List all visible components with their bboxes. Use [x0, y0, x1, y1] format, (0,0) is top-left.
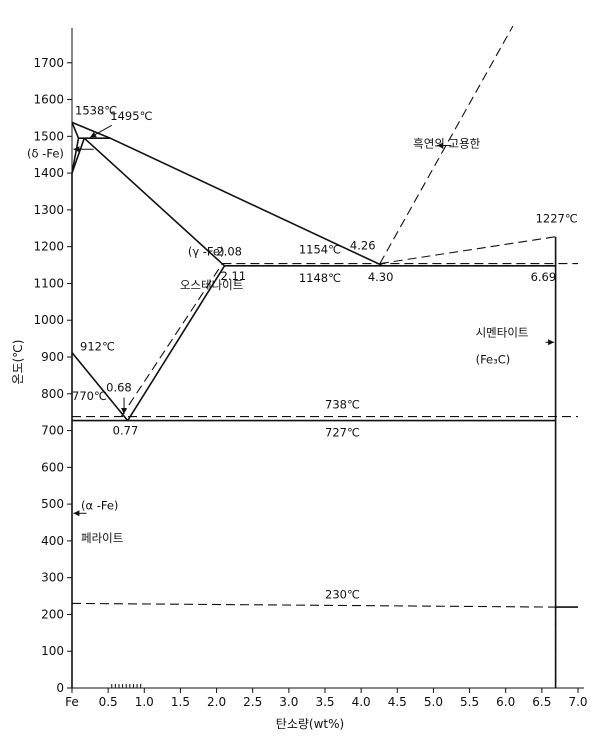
annotation-label: 페라이트: [81, 531, 123, 545]
annotation-label: 4.26: [350, 239, 376, 253]
x-tick-label: Fe: [65, 695, 79, 709]
y-tick-label: 700: [41, 424, 64, 438]
x-tick-label: 4.0: [352, 695, 371, 709]
annotation-label: 1495℃: [110, 109, 152, 123]
phase-boundary-line: [71, 122, 80, 139]
annotation-label: 230℃: [325, 587, 360, 601]
x-tick-label: 5.5: [460, 695, 479, 709]
annotation-label: (Fe₃C): [476, 352, 511, 366]
phase-boundary-line: [127, 265, 226, 422]
annotation-label: 4.30: [368, 270, 394, 284]
annotation-label: 6.69: [531, 270, 557, 284]
annotation-label: 1538℃: [75, 103, 117, 117]
annotation-label: 912℃: [80, 340, 115, 354]
annotation-label: 1227℃: [536, 212, 578, 226]
phase-boundary-line: [379, 25, 514, 264]
y-tick-label: 0: [56, 681, 64, 695]
y-tick-label: 1400: [33, 166, 64, 180]
y-tick-label: 500: [41, 497, 64, 511]
annotation-label: (γ -Fe): [188, 245, 225, 259]
y-axis-title: 온도(℃): [11, 340, 25, 385]
x-tick-label: 1.0: [135, 695, 154, 709]
x-tick-label: 7.0: [568, 695, 587, 709]
phase-boundary-line: [83, 137, 226, 267]
x-tick-label: 2.0: [207, 695, 226, 709]
arrow-head: [90, 131, 97, 138]
x-tick-label: 4.5: [388, 695, 407, 709]
annotation-label: 770℃: [72, 389, 107, 403]
phase-boundary-line: [71, 602, 556, 608]
arrow-head: [73, 146, 80, 153]
annotation-label: 흑연의 고용한: [413, 136, 481, 150]
y-tick-label: 900: [41, 350, 64, 364]
annotation-label: 0.77: [113, 424, 139, 438]
arrow-head: [437, 142, 443, 149]
annotation-label: (δ -Fe): [27, 146, 64, 160]
annotation-label: 727℃: [325, 426, 360, 440]
annotation-label: (α -Fe): [81, 498, 118, 512]
y-tick-label: 1500: [33, 129, 64, 143]
x-tick-label: 5.0: [424, 695, 443, 709]
phase-boundary-line: [379, 236, 556, 265]
annotation-label: 2.11: [221, 269, 247, 283]
x-tick-label: 1.5: [171, 695, 190, 709]
phase-lines-group: [71, 25, 578, 688]
x-tick-label: 3.0: [279, 695, 298, 709]
y-tick-label: 800: [41, 387, 64, 401]
y-tick-label: 1600: [33, 93, 64, 107]
y-tick-label: 400: [41, 534, 64, 548]
x-tick-label: 6.0: [496, 695, 515, 709]
annotation-label: 오스테나이트: [180, 278, 243, 292]
y-tick-label: 300: [41, 571, 64, 585]
phase-boundary-line: [71, 137, 86, 174]
annotation-label: 1148℃: [299, 271, 341, 285]
x-tick-label: 2.5: [243, 695, 262, 709]
arrow-head: [73, 510, 80, 517]
y-tick-label: 1300: [33, 203, 64, 217]
arrow-head: [121, 408, 127, 414]
x-tick-label: 6.5: [532, 695, 551, 709]
phase-boundary-line: [71, 352, 129, 422]
y-tick-label: 1000: [33, 313, 64, 327]
annotation-label: 738℃: [325, 398, 360, 412]
y-tick-label: 1700: [33, 56, 64, 70]
pointer-arrows-group: [73, 124, 555, 517]
phase-boundary-line: [120, 263, 223, 417]
annotation-label: 1154℃: [299, 243, 341, 257]
x-axis-title: 탄소량(wt%): [276, 717, 344, 731]
annotation-label: 시멘타이트: [476, 326, 529, 340]
y-tick-label: 100: [41, 644, 64, 658]
labels-group: 온도(℃) 탄소량(wt%) 0 100 200 300 400 500 600 700 800…: [11, 56, 588, 731]
annotation-label: 2.08: [216, 245, 242, 259]
y-tick-label: 200: [41, 607, 64, 621]
y-tick-label: 1100: [33, 276, 64, 290]
x-tick-label: 3.5: [315, 695, 334, 709]
y-tick-label: 600: [41, 460, 64, 474]
x-tick-label: 0.5: [99, 695, 118, 709]
y-tick-label: 1200: [33, 240, 64, 254]
annotation-label: 0.68: [106, 381, 132, 395]
arrow-head: [548, 339, 555, 346]
